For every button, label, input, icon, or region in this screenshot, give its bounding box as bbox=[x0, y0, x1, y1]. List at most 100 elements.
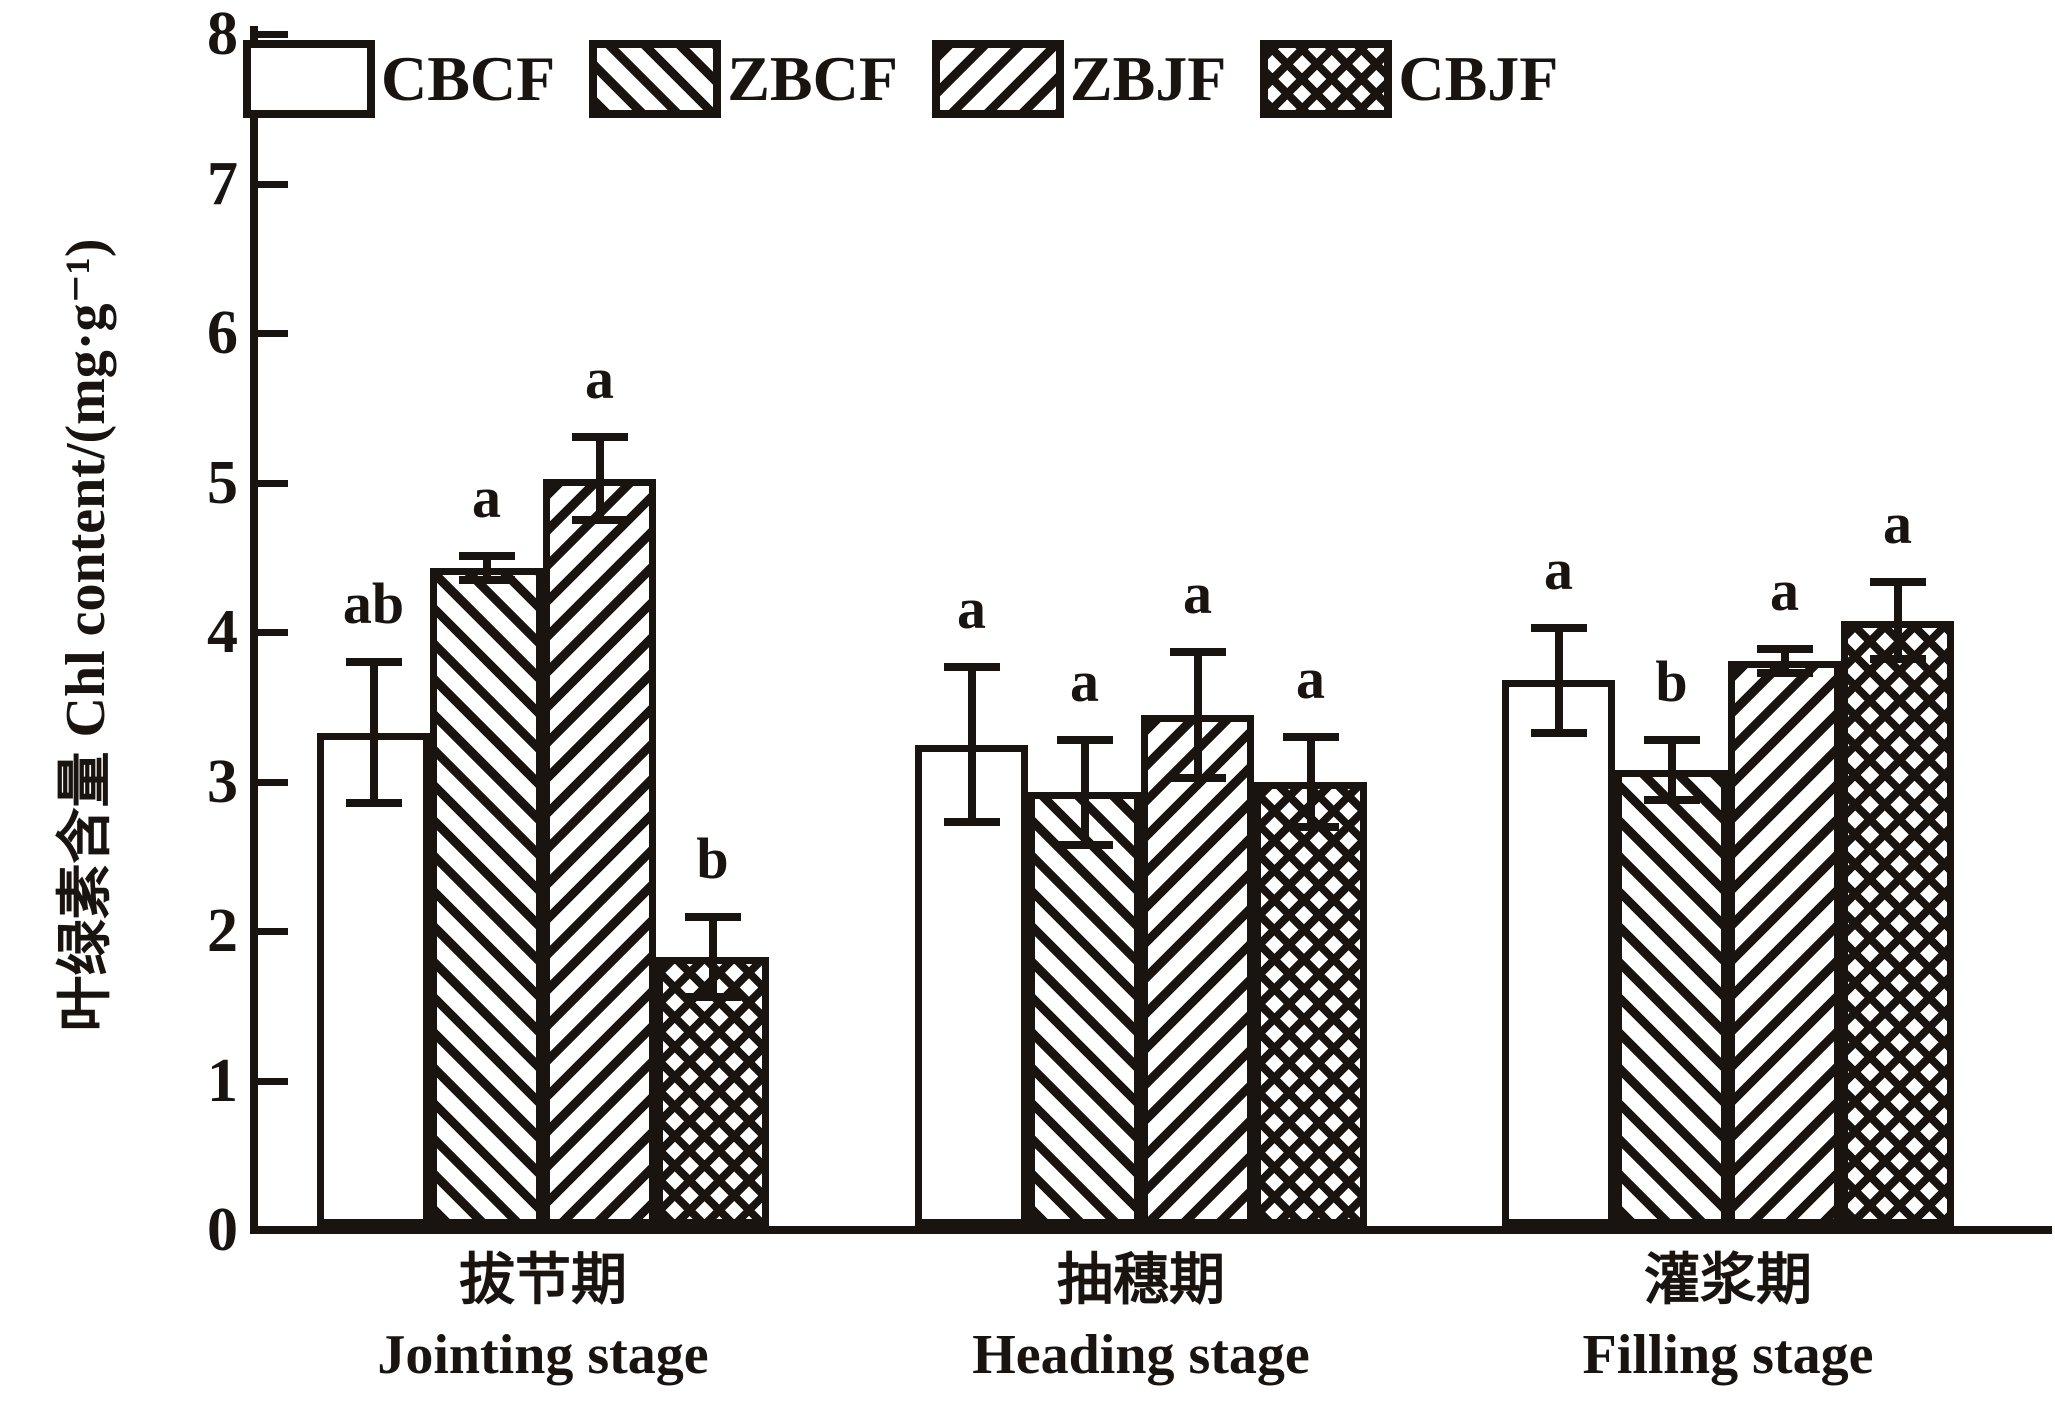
x-category-label-zh: 拔节期 bbox=[459, 1250, 627, 1312]
y-tick-mark bbox=[258, 928, 288, 935]
legend-label-cbcf: CBCF bbox=[381, 43, 556, 114]
significance-letter: a bbox=[1544, 537, 1573, 602]
x-axis-line bbox=[250, 1226, 2052, 1234]
error-bar-cap-bottom bbox=[1282, 822, 1339, 831]
y-tick-label: 7 bbox=[207, 149, 238, 218]
error-bar-cap-top bbox=[943, 662, 1000, 671]
y-tick-label: 8 bbox=[207, 0, 238, 68]
x-category-label-heading: 抽穗期 Heading stage bbox=[831, 1244, 1451, 1392]
y-tick-label: 4 bbox=[207, 598, 238, 666]
error-bar-cap-bottom bbox=[458, 576, 515, 585]
error-bar-line bbox=[1667, 740, 1676, 800]
significance-letter: b bbox=[1655, 649, 1688, 715]
significance-letter: b bbox=[696, 825, 729, 891]
significance-letter: a bbox=[585, 345, 614, 411]
error-bar-cap-bottom bbox=[1869, 655, 1926, 664]
legend-label-cbjf: CBJF bbox=[1398, 43, 1559, 114]
error-bar-cap-bottom bbox=[571, 516, 628, 525]
error-bar-cap-bottom bbox=[345, 798, 402, 807]
error-bar-line bbox=[369, 662, 378, 803]
x-category-label-jointing: 拔节期 Jointing stage bbox=[233, 1244, 853, 1392]
legend-item-cbcf: CBCF bbox=[243, 40, 555, 118]
error-bar-cap-top bbox=[1056, 736, 1113, 745]
error-bar-cap-top bbox=[1756, 644, 1813, 653]
y-tick-mark bbox=[258, 1077, 288, 1085]
y-tick-label: 5 bbox=[207, 448, 238, 517]
significance-letter: a bbox=[957, 575, 986, 641]
error-bar-line bbox=[708, 916, 717, 998]
y-tick-label: 3 bbox=[207, 747, 238, 816]
error-bar-cap-top bbox=[345, 658, 402, 667]
bar-zbcf-filling bbox=[1615, 770, 1728, 1226]
y-tick-mark bbox=[258, 629, 288, 636]
error-bar-cap-bottom bbox=[1756, 668, 1813, 677]
error-bar-cap-bottom bbox=[1169, 773, 1226, 782]
error-bar-cap-top bbox=[1530, 624, 1587, 632]
significance-letter: a bbox=[472, 465, 501, 531]
significance-letter: a bbox=[1183, 560, 1212, 626]
bar-cbjf-heading bbox=[1254, 781, 1367, 1226]
error-bar-line bbox=[967, 666, 976, 823]
error-bar-cap-top bbox=[1643, 736, 1700, 745]
bar-cbcf-filling bbox=[1502, 680, 1615, 1226]
error-bar-cap-top bbox=[684, 912, 741, 921]
bar-zbjf-jointing bbox=[543, 478, 656, 1226]
x-category-label-filling: 灌浆期 Filling stage bbox=[1418, 1244, 2038, 1392]
error-bar-line bbox=[1080, 740, 1089, 845]
y-tick-mark bbox=[258, 479, 288, 487]
error-bar-cap-top bbox=[1282, 733, 1339, 742]
y-tick-label: 1 bbox=[207, 1046, 238, 1115]
significance-letter: a bbox=[1296, 646, 1325, 712]
bar-zbcf-jointing bbox=[430, 568, 543, 1226]
bar-cbjf-filling bbox=[1841, 620, 1954, 1226]
legend-label-zbcf: ZBCF bbox=[727, 43, 898, 114]
legend-item-zbcf: ZBCF bbox=[589, 40, 898, 118]
y-tick-mark bbox=[258, 330, 288, 337]
error-bar-cap-bottom bbox=[1643, 795, 1700, 804]
y-tick-mark bbox=[258, 31, 288, 38]
error-bar-cap-top bbox=[1169, 647, 1226, 656]
significance-letter: a bbox=[1770, 557, 1799, 623]
y-tick-mark bbox=[258, 180, 288, 188]
y-tick-label: 6 bbox=[207, 299, 238, 367]
y-tick-label: 0 bbox=[207, 1196, 238, 1264]
x-category-label-en: Heading stage bbox=[972, 1324, 1310, 1386]
legend-swatch-zbcf bbox=[589, 40, 722, 118]
error-bar-cap-top bbox=[1869, 577, 1926, 586]
legend: CBCF ZBCF ZBJF CBJF bbox=[243, 40, 1558, 118]
significance-letter: a bbox=[1070, 649, 1099, 715]
y-axis-line bbox=[250, 26, 258, 1234]
error-bar-cap-bottom bbox=[1056, 840, 1113, 849]
bar-cbcf-jointing bbox=[317, 732, 430, 1226]
legend-swatch-zbjf bbox=[931, 40, 1064, 118]
y-tick-label: 2 bbox=[207, 897, 238, 965]
legend-item-zbjf: ZBJF bbox=[931, 40, 1227, 118]
error-bar-line bbox=[1193, 651, 1202, 778]
error-bar-cap-bottom bbox=[684, 993, 741, 1002]
bar-zbcf-heading bbox=[1028, 792, 1141, 1226]
error-bar-cap-top bbox=[458, 552, 515, 561]
legend-label-zbjf: ZBJF bbox=[1069, 43, 1227, 114]
error-bar-line bbox=[482, 556, 491, 581]
x-category-label-zh: 灌浆期 bbox=[1644, 1250, 1812, 1312]
error-bar-cap-top bbox=[571, 432, 628, 441]
y-tick-mark bbox=[258, 778, 288, 786]
significance-letter: a bbox=[1883, 490, 1912, 556]
legend-swatch-cbjf bbox=[1260, 40, 1393, 118]
legend-swatch-cbcf bbox=[243, 40, 375, 118]
bar-zbjf-filling bbox=[1728, 660, 1841, 1226]
x-category-label-en: Jointing stage bbox=[377, 1324, 709, 1386]
bar-zbjf-heading bbox=[1141, 714, 1254, 1226]
error-bar-line bbox=[1893, 581, 1902, 660]
error-bar-cap-bottom bbox=[1530, 728, 1587, 737]
error-bar-line bbox=[1554, 628, 1563, 733]
x-category-label-en: Filling stage bbox=[1582, 1324, 1874, 1386]
error-bar-line bbox=[1306, 737, 1315, 827]
significance-letter: ab bbox=[342, 571, 405, 637]
y-axis-title: 叶绿素含量 Chl content/(mg·g⁻¹) bbox=[55, 238, 117, 1032]
error-bar-line bbox=[595, 436, 604, 521]
error-bar-line bbox=[1780, 648, 1789, 673]
error-bar-cap-bottom bbox=[943, 818, 1000, 827]
bar-cbjf-jointing bbox=[656, 956, 769, 1226]
